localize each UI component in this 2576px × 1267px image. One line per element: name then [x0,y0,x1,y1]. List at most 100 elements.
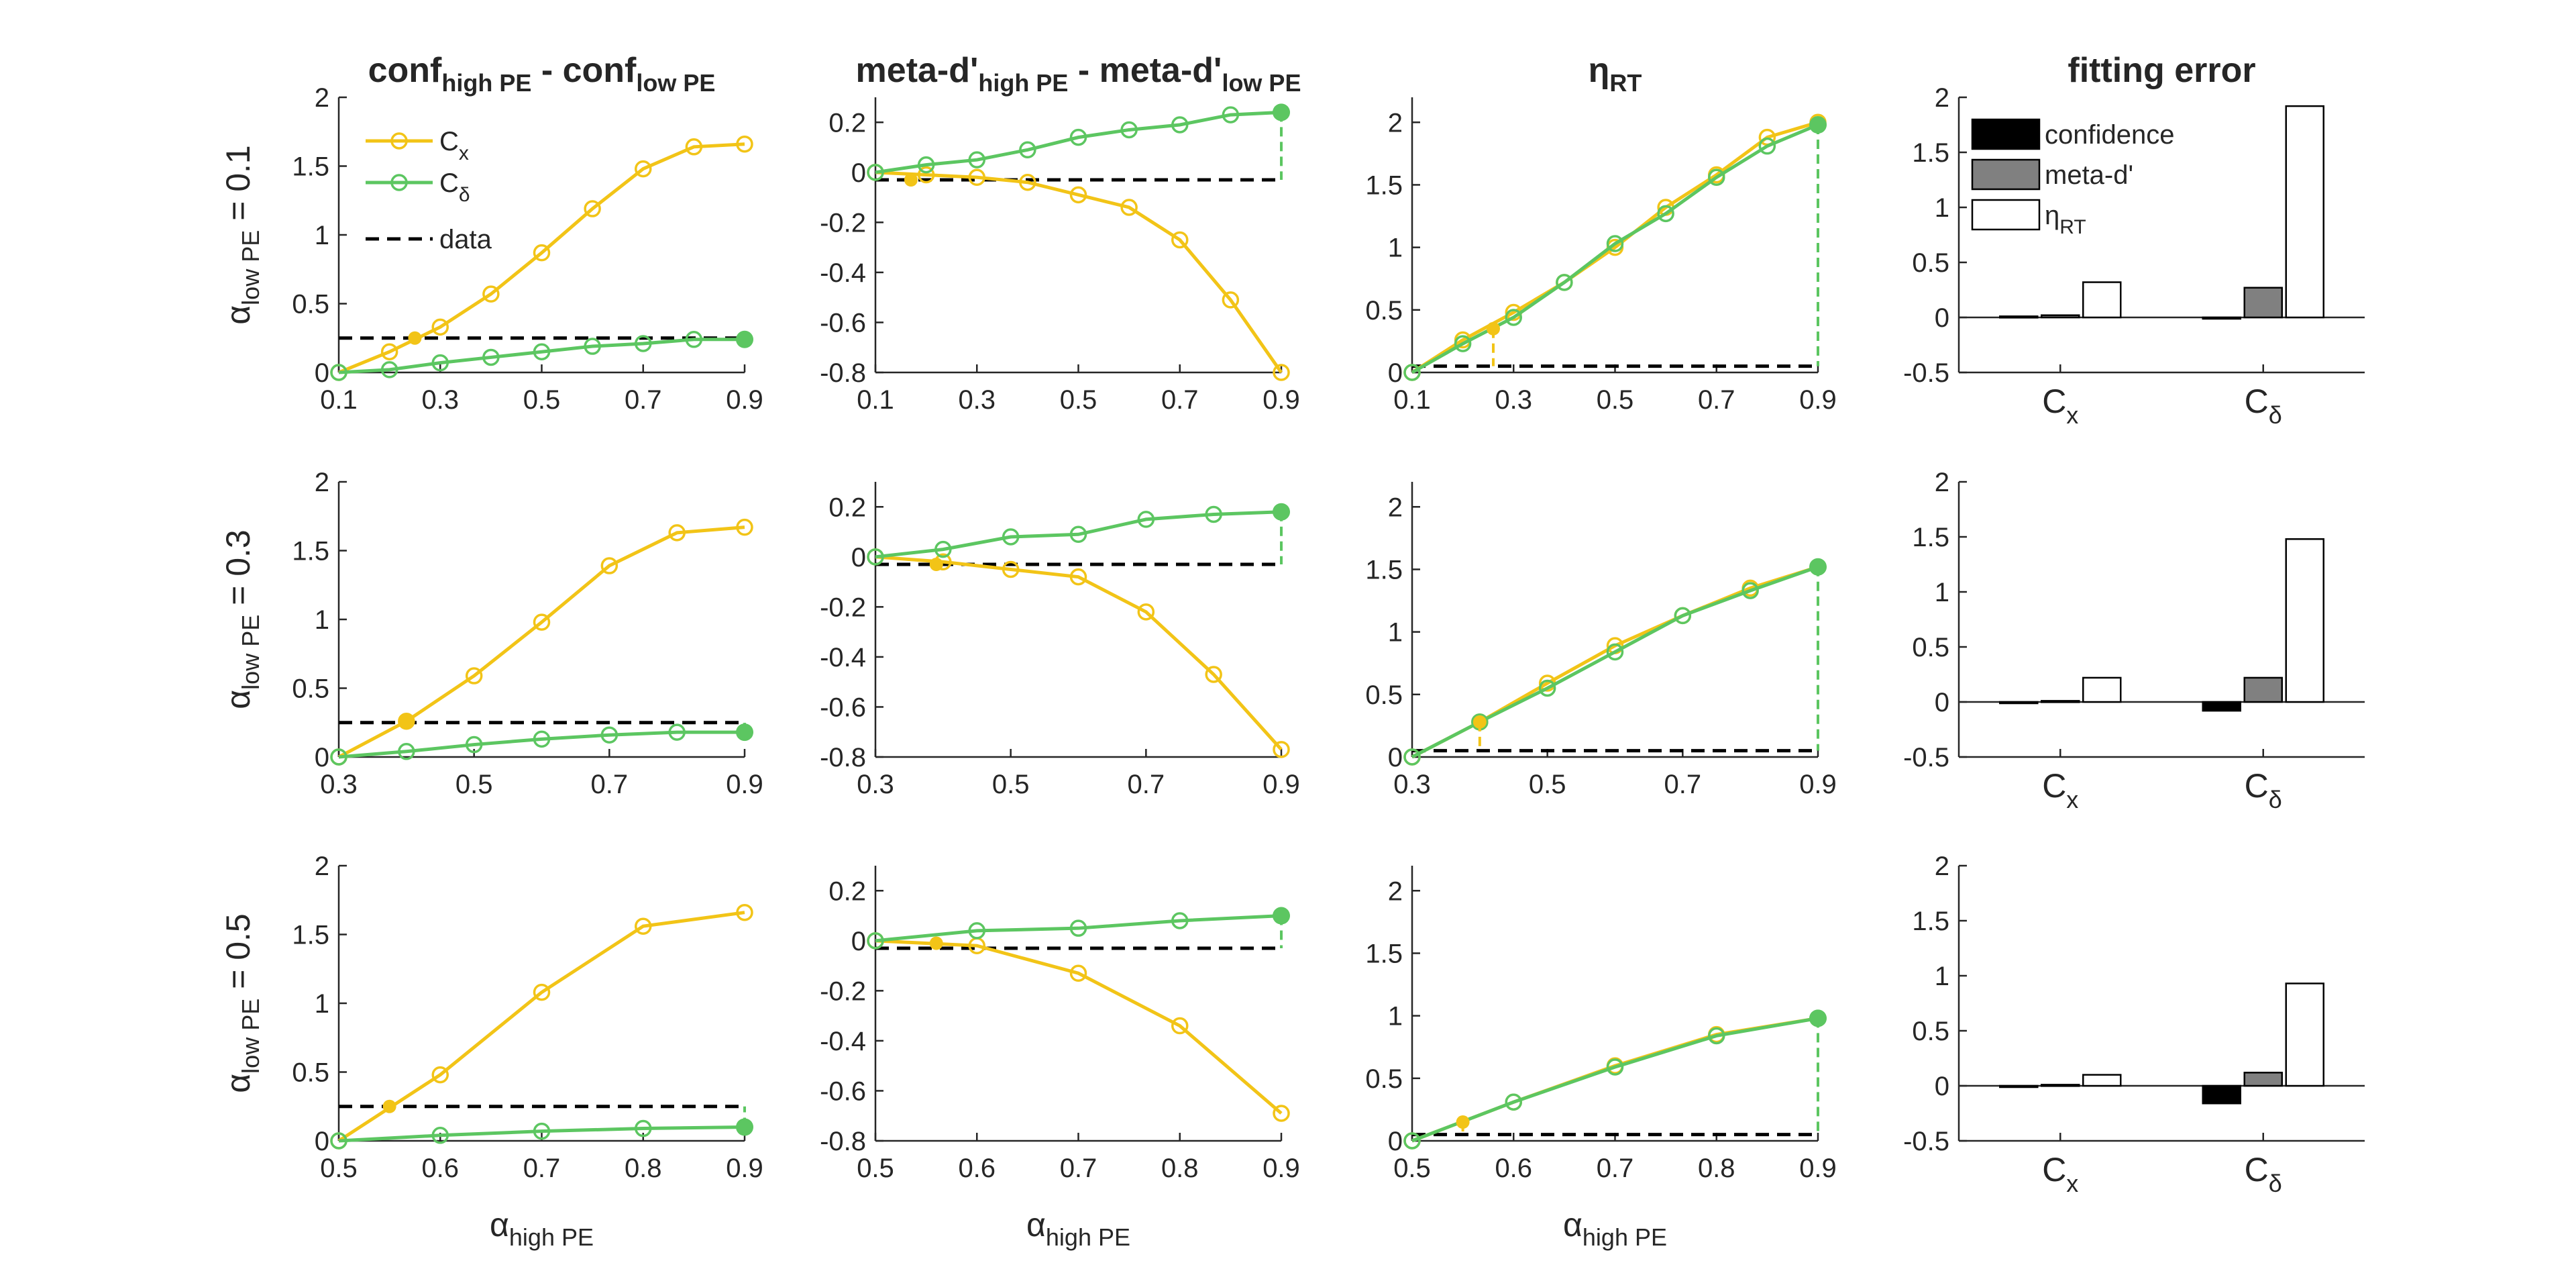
y-tick-label: 0.5 [1365,296,1403,325]
bar-confidence [2202,701,2241,712]
series-cx-point [533,244,551,262]
cx-marker [1472,715,1487,729]
series-cd-point [1556,274,1573,291]
panel-r2-c1: -0.8 -0.6 -0.4 -0.2 0 0.2 0.5 0.6 0.7 0.8 0.9 [820,866,1300,1183]
series-cd-line [875,110,1282,174]
y-tick-label: 0 [1388,358,1403,388]
legend-text-2: data [439,225,492,254]
panel-r0-c2: 0 0.5 1 1.5 2 0.1 0.3 0.5 0.7 0.9 [1365,97,1837,415]
cd-marker [1809,1009,1827,1027]
series-cd-point [330,748,347,766]
series-cd-point [431,354,449,372]
legend-bars: confidence meta-d' ηRT [1971,118,2174,238]
x-tick-label: 0.9 [1799,1154,1837,1183]
series-cd-point [600,726,619,744]
y-tick-label: 0.2 [828,493,866,522]
bar-group-label: Cδ [2245,383,2282,429]
series-cd-point [533,1122,551,1140]
series-cx-point [533,613,551,631]
series-cx-point [584,200,601,217]
y-tick-label: 0.5 [292,674,329,704]
x-tick-label: 0.5 [1393,1154,1431,1183]
series-cx-point [380,343,398,360]
series-cx-point [1205,666,1222,683]
bar-group-label: Cx [2042,383,2078,429]
svg-text:αlow PE = 0.5: αlow PE = 0.5 [219,913,264,1093]
series-cx-line [338,142,745,374]
series-cd-point [1120,121,1138,139]
y-tick-label: 1.5 [1912,907,1949,936]
y-tick-label: 0 [1935,303,1949,333]
series-cx-point [1069,568,1087,586]
cd-marker [736,723,753,742]
y-tick-label: 1 [1935,962,1949,991]
series-cd-point [1606,643,1624,661]
cd-marker [1273,103,1290,121]
y-tick-label: 2 [1388,493,1403,522]
legend-swatch-1 [1971,158,2041,191]
bar-eta [2285,538,2324,703]
y-tick-label: 0 [1935,1072,1949,1101]
series-cd-line [338,730,745,759]
series-cd-point [330,364,347,381]
series-cd-point [1137,511,1155,528]
bar-metad [2243,287,2283,319]
row-label-1: αlow PE = 0.3 [219,529,264,709]
series-cx-point [668,524,686,542]
series-cx-line [337,911,745,1143]
x-tick-label: 0.5 [992,770,1030,799]
bar-group-label: Cx [2042,1151,2078,1197]
series-cx-point [1019,173,1036,191]
bar-eta [2082,676,2122,703]
y-tick-label: 0 [851,158,866,188]
series-cx-point [1069,964,1087,982]
column-title-2: ηRT [1589,51,1642,97]
legend-bar-text-2: ηRT [2045,201,2086,238]
series-cd-point [1205,505,1222,523]
y-tick-label: 1.5 [1365,555,1403,585]
y-tick-label: 0.5 [1365,1064,1403,1094]
series-cd-point [867,164,884,181]
series-cd-point [533,730,551,748]
y-tick-label: -0.5 [1903,1127,1949,1156]
x-tick-label: 0.8 [1698,1154,1735,1183]
x-tick-label: 0.5 [523,385,561,415]
series-cx-line [1411,120,1819,374]
series-cd-line [875,510,1282,559]
bar-confidence [1999,701,2039,705]
y-tick-label: -0.4 [820,258,866,288]
series-cd-point [431,1127,449,1144]
y-tick-label: 2 [1935,852,1949,881]
x-tick-label: 0.7 [1128,770,1165,799]
x-tick-label: 0.3 [958,385,996,415]
y-tick-label: 1.5 [1365,170,1403,200]
series-cx-line [875,170,1283,374]
series-cx-point [736,135,753,153]
x-tick-label: 0.1 [857,385,894,415]
y-tick-label: 0 [1388,743,1403,772]
x-tick-label: 0.3 [320,770,358,799]
y-tick-label: 0 [315,1127,329,1156]
series-cd-point [917,156,935,174]
series-cx-point [398,712,415,730]
x-tick-label: 0.5 [1060,385,1097,415]
series-cd-point [330,1132,347,1150]
y-tick-label: 1 [1388,618,1403,648]
column-title-1: meta-d'high PE - meta-d'low PE [856,51,1301,97]
panel-r0-c0: 0 0.5 1 1.5 2 0.1 0.3 0.5 0.7 0.9 [292,83,763,415]
series-cx-point [1273,1105,1290,1122]
bar-confidence [1999,1084,2039,1088]
series-cd-point [1657,205,1674,223]
series-cx-point [600,557,619,574]
y-tick-label: 2 [1935,83,1949,113]
series-cd-point [1069,525,1087,544]
series-cx-point [1171,231,1189,249]
series-cx-line [875,555,1283,751]
row-label-2: αlow PE = 0.5 [219,913,264,1093]
cx-marker [929,558,943,571]
x-tick-label: 0.9 [726,770,763,799]
series-cx-point [431,1066,449,1084]
series-cx-line [875,939,1283,1115]
bar-group-label: Cδ [2245,767,2282,813]
